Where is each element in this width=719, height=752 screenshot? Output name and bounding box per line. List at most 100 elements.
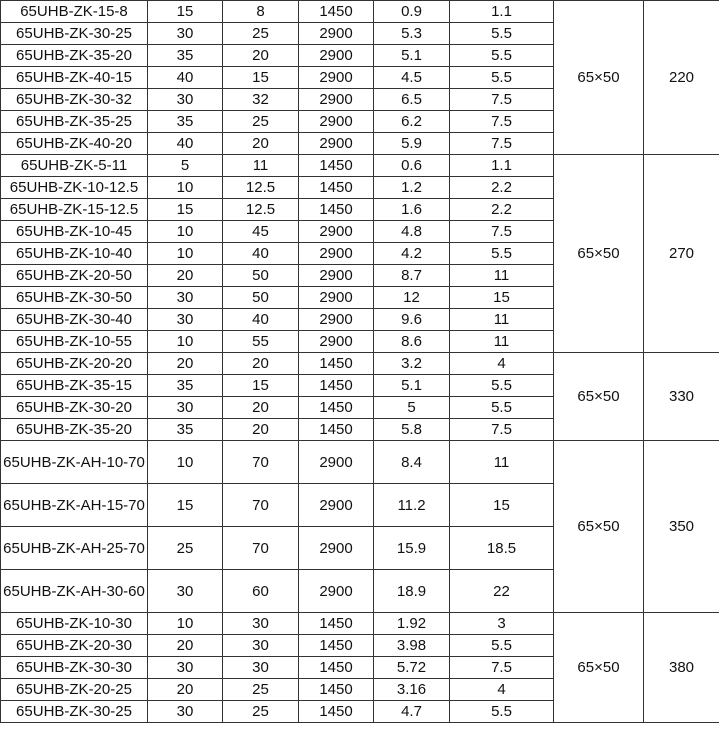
model-cell: 65UHB-ZK-10-45 (0, 220, 148, 243)
shaft-power-cell: 6.5 (373, 88, 450, 111)
shaft-power-cell: 8.6 (373, 330, 450, 353)
speed-cell: 2900 (298, 483, 374, 527)
head-cell: 40 (222, 308, 299, 331)
motor-power-cell: 7.5 (449, 132, 554, 155)
motor-power-cell: 5.5 (449, 634, 554, 657)
flow-cell: 30 (147, 308, 223, 331)
speed-cell: 1450 (298, 656, 374, 679)
speed-cell: 1450 (298, 612, 374, 635)
model-cell: 65UHB-ZK-35-15 (0, 374, 148, 397)
caliber-cell: 65×50 (553, 612, 644, 723)
speed-cell: 2900 (298, 264, 374, 287)
motor-power-cell: 18.5 (449, 526, 554, 570)
head-cell: 20 (222, 352, 299, 375)
flow-cell: 30 (147, 22, 223, 45)
table-row: 65UHB-ZK-20-20 20 20 1450 3.2 4 65×50 330 (0, 352, 719, 441)
head-cell: 30 (222, 634, 299, 657)
model-cell: 65UHB-ZK-30-50 (0, 286, 148, 309)
model-cell: 65UHB-ZK-35-20 (0, 44, 148, 67)
shaft-power-cell: 4.2 (373, 242, 450, 265)
speed-cell: 2900 (298, 110, 374, 133)
head-cell: 30 (222, 612, 299, 635)
shaft-power-cell: 18.9 (373, 569, 450, 613)
shaft-power-cell: 1.92 (373, 612, 450, 635)
head-cell: 45 (222, 220, 299, 243)
flow-cell: 10 (147, 220, 223, 243)
speed-cell: 1450 (298, 634, 374, 657)
speed-cell: 2900 (298, 88, 374, 111)
motor-power-cell: 5.5 (449, 396, 554, 419)
speed-cell: 2900 (298, 526, 374, 570)
motor-power-cell: 4 (449, 678, 554, 701)
model-cell: 65UHB-ZK-20-30 (0, 634, 148, 657)
speed-cell: 1450 (298, 700, 374, 723)
table-row: 65UHB-ZK-30-32 30 32 2900 6.5 7.5 (0, 88, 719, 111)
motor-power-cell: 22 (449, 569, 554, 613)
table-row: 65UHB-ZK-30-25 30 25 2900 5.3 5.5 (0, 22, 719, 45)
model-cell: 65UHB-ZK-30-25 (0, 22, 148, 45)
head-cell: 15 (222, 374, 299, 397)
motor-power-cell: 2.2 (449, 198, 554, 221)
motor-power-cell: 7.5 (449, 220, 554, 243)
head-cell: 50 (222, 286, 299, 309)
shaft-power-cell: 12 (373, 286, 450, 309)
flow-cell: 15 (147, 483, 223, 527)
flow-cell: 30 (147, 656, 223, 679)
model-cell: 65UHB-ZK-5-11 (0, 154, 148, 177)
flow-cell: 10 (147, 612, 223, 635)
head-cell: 50 (222, 264, 299, 287)
model-cell: 65UHB-ZK-15-8 (0, 0, 148, 23)
table-row: 65UHB-ZK-15-8 15 8 1450 0.9 1.1 65×50 220 (0, 0, 719, 155)
flow-cell: 20 (147, 352, 223, 375)
head-cell: 20 (222, 418, 299, 441)
shaft-power-cell: 3.2 (373, 352, 450, 375)
motor-power-cell: 1.1 (449, 154, 554, 177)
head-cell: 15 (222, 66, 299, 89)
motor-power-cell: 11 (449, 330, 554, 353)
flow-cell: 10 (147, 242, 223, 265)
shaft-power-cell: 11.2 (373, 483, 450, 527)
speed-cell: 2900 (298, 66, 374, 89)
motor-power-cell: 15 (449, 483, 554, 527)
caliber-cell: 65×50 (553, 440, 644, 613)
flow-cell: 30 (147, 286, 223, 309)
flow-cell: 35 (147, 44, 223, 67)
motor-power-cell: 1.1 (449, 0, 554, 23)
table-row: 65UHB-ZK-35-25 35 25 2900 6.2 7.5 (0, 110, 719, 133)
speed-cell: 1450 (298, 352, 374, 375)
speed-cell: 2900 (298, 440, 374, 484)
motor-power-cell: 15 (449, 286, 554, 309)
caliber-cell: 65×50 (553, 0, 644, 155)
head-cell: 70 (222, 483, 299, 527)
table-row: 65UHB-ZK-10-30 10 30 1450 1.92 3 65×50 380 (0, 612, 719, 723)
speed-cell: 1450 (298, 198, 374, 221)
shaft-power-cell: 5 (373, 396, 450, 419)
model-cell: 65UHB-ZK-10-12.5 (0, 176, 148, 199)
caliber-cell: 65×50 (553, 154, 644, 353)
flow-cell: 35 (147, 110, 223, 133)
shaft-power-cell: 5.9 (373, 132, 450, 155)
flow-cell: 15 (147, 198, 223, 221)
speed-cell: 1450 (298, 176, 374, 199)
head-cell: 11 (222, 154, 299, 177)
motor-power-cell: 7.5 (449, 418, 554, 441)
speed-cell: 1450 (298, 374, 374, 397)
motor-power-cell: 5.5 (449, 44, 554, 67)
shaft-power-cell: 5.3 (373, 22, 450, 45)
speed-cell: 2900 (298, 220, 374, 243)
flow-cell: 30 (147, 700, 223, 723)
table-row: 65UHB-ZK-40-15 40 15 2900 4.5 5.5 (0, 66, 719, 89)
head-cell: 25 (222, 700, 299, 723)
speed-cell: 1450 (298, 678, 374, 701)
flow-cell: 35 (147, 374, 223, 397)
flow-cell: 25 (147, 526, 223, 570)
head-cell: 20 (222, 132, 299, 155)
head-cell: 60 (222, 569, 299, 613)
motor-power-cell: 5.5 (449, 66, 554, 89)
shaft-power-cell: 6.2 (373, 110, 450, 133)
pump-spec-table: 65UHB-ZK-15-8 15 8 1450 0.9 1.1 65×50 220 65UHB-… (0, 0, 719, 723)
flow-cell: 30 (147, 396, 223, 419)
motor-power-cell: 11 (449, 264, 554, 287)
shaft-power-cell: 4.8 (373, 220, 450, 243)
flow-cell: 20 (147, 264, 223, 287)
